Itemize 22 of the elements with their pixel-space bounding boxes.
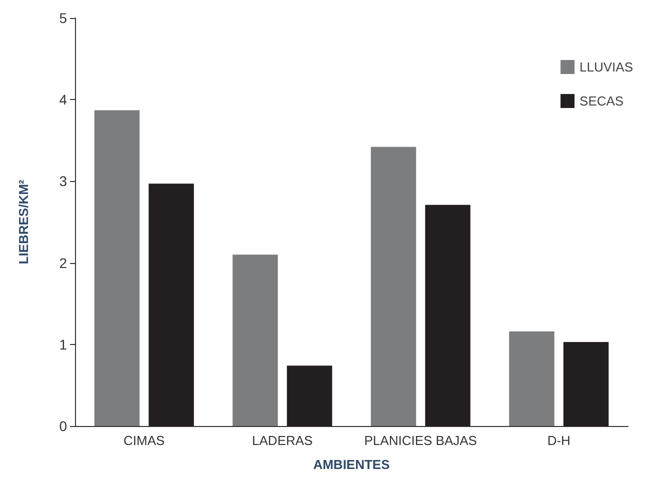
y-tick-label: 4 xyxy=(59,92,68,108)
y-tick-label: 0 xyxy=(59,418,68,434)
x-tick-label: D-H xyxy=(547,433,570,448)
x-tick-label: LADERAS xyxy=(252,433,314,448)
y-axis-title: LIEBRES/KM² xyxy=(16,179,31,264)
bar xyxy=(286,366,332,426)
bar xyxy=(370,146,416,426)
y-tick-label: 1 xyxy=(59,336,68,352)
bar xyxy=(563,342,609,426)
x-axis-title: AMBIENTES xyxy=(313,457,390,472)
y-tick-label: 3 xyxy=(59,173,68,190)
x-tick-label: PLANICIES BAJAS xyxy=(364,433,478,448)
bar xyxy=(425,204,470,426)
bar xyxy=(232,254,278,426)
legend-label: LLUVIAS xyxy=(580,60,634,74)
bar xyxy=(148,184,194,426)
y-tick-label: 5 xyxy=(59,10,68,26)
y-tick-label: 2 xyxy=(59,254,68,271)
x-tick-label: CIMAS xyxy=(124,433,166,448)
bar xyxy=(509,331,554,426)
bar xyxy=(94,110,140,426)
legend-label: SECAS xyxy=(580,94,624,108)
